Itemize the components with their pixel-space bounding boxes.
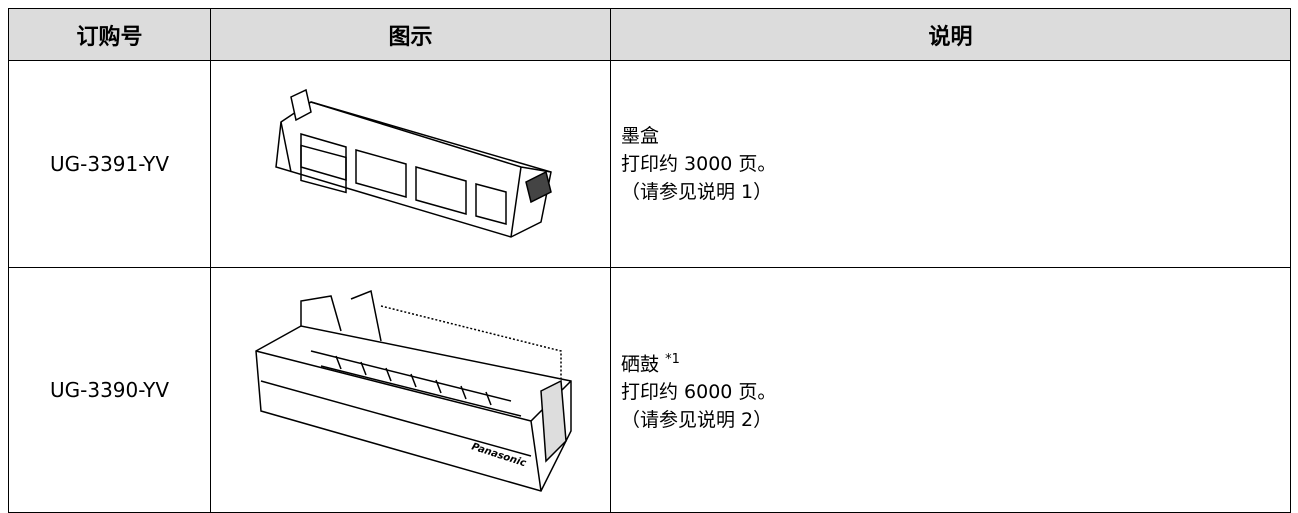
- description: 墨盒 打印约 3000 页。 （请参见说明 1）: [610, 60, 1291, 268]
- row: UG-3390-YV Panasonic 硒鼓 *1 打印约 6000 页。 （…: [8, 267, 1291, 513]
- drum-illustration: Panasonic: [254, 289, 572, 492]
- desc-line: 硒鼓 *1: [621, 346, 1290, 378]
- header-cell: 图示: [210, 8, 611, 61]
- footnote-mark: *1: [665, 351, 680, 367]
- image-cell: Panasonic: [210, 267, 611, 513]
- order-number: UG-3391-YV: [8, 60, 211, 268]
- image-cell: [210, 60, 611, 268]
- desc-text: 硒鼓: [621, 353, 660, 376]
- desc-line: （请参见说明 1）: [621, 181, 773, 203]
- desc-line: （请参见说明 2）: [621, 409, 773, 432]
- desc-line: 打印约 6000 页。: [621, 381, 777, 404]
- desc-line: 墨盒: [621, 125, 660, 147]
- order-number: UG-3390-YV: [8, 267, 211, 513]
- header-row: 订购号 图示 说明: [8, 8, 1291, 61]
- toner-illustration: [274, 88, 552, 238]
- desc-line: 打印约 3000 页。: [621, 153, 777, 175]
- parts-table: 订购号 图示 说明 UG-3391-YV 墨盒 打印约 3000 页。 （请参见…: [8, 8, 1291, 513]
- row: UG-3391-YV 墨盒 打印约 3000 页。 （请参见说明 1）: [8, 60, 1291, 268]
- header-cell: 说明: [610, 8, 1291, 61]
- description: 硒鼓 *1 打印约 6000 页。 （请参见说明 2）: [610, 267, 1291, 513]
- header-cell: 订购号: [8, 8, 211, 61]
